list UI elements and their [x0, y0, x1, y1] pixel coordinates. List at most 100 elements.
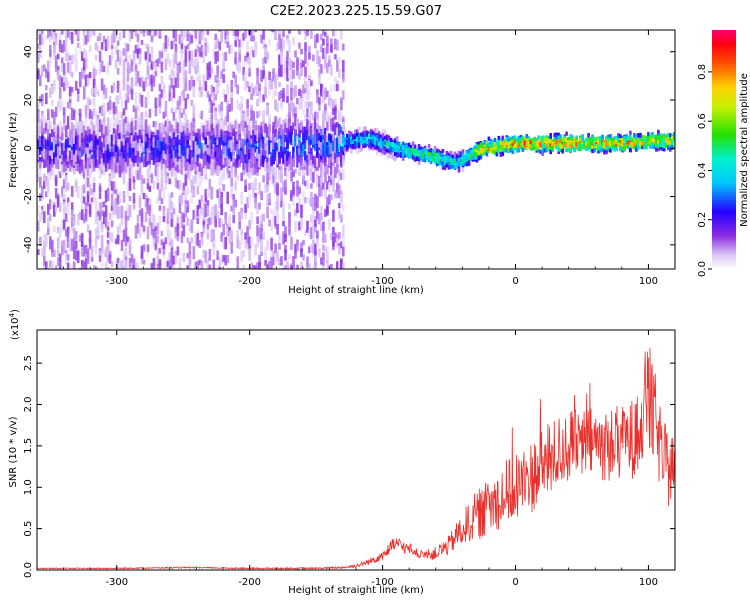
spectrogram-cell	[168, 260, 172, 269]
spectrogram-cell	[62, 63, 66, 75]
spectrogram-cell	[116, 257, 120, 264]
spectrogram-cell	[316, 50, 319, 64]
spectrogram-cell	[226, 84, 229, 95]
spectrogram-cell	[128, 132, 132, 144]
spectrogram-cell	[39, 30, 42, 35]
spectrogram-cell	[166, 225, 170, 235]
spectrogram-cell	[220, 124, 223, 130]
spectrogram-cell	[116, 263, 120, 269]
spectrogram-cell	[485, 149, 489, 154]
spectrogram-cell	[463, 159, 467, 164]
spectrogram-cell	[324, 110, 327, 121]
spectrogram-cell	[381, 137, 385, 142]
spectrogram-cell	[401, 156, 405, 161]
spectrogram-cell	[210, 116, 214, 126]
spectrogram-cell	[230, 139, 233, 153]
spectrogram-cell	[70, 264, 74, 269]
spectrogram-cell	[74, 142, 78, 148]
spectrogram-cell	[356, 132, 359, 137]
spectrogram-cell	[296, 18, 299, 29]
spectrogram-cell	[360, 140, 363, 146]
spectrogram-cell	[373, 128, 377, 133]
spectrogram-cell	[194, 157, 198, 169]
spectrogram-cell	[92, 107, 96, 117]
spectrogram-cell	[210, 125, 214, 136]
spectrogram-cell	[312, 171, 315, 183]
spectrogram-cell	[272, 71, 275, 80]
spectrogram-cell	[106, 232, 110, 238]
spectrogram-cell	[202, 149, 206, 163]
spectrogram-cell	[144, 203, 148, 214]
spectrogram-cell	[246, 40, 249, 53]
spectrogram-cell	[72, 162, 76, 175]
spectrogram-cell	[338, 269, 341, 279]
spectrogram-cell	[375, 132, 379, 137]
spectrogram-cell	[373, 136, 377, 141]
spectrogram-cell	[557, 142, 560, 147]
spectrogram-cell	[148, 205, 152, 217]
spectrogram-cell	[286, 160, 289, 167]
spectrogram-cell	[56, 169, 60, 177]
spectrogram-cell	[555, 140, 558, 145]
spectrogram-cell	[230, 177, 233, 187]
spectrogram-cell	[226, 130, 229, 141]
spectrogram-cell	[208, 264, 212, 269]
spectrogram-cell	[80, 159, 84, 173]
spectrogram-cell	[296, 62, 299, 76]
spectrogram-cell	[226, 30, 229, 32]
spectrogram-cell	[216, 126, 219, 140]
spectrogram-cell	[274, 116, 277, 127]
spectrogram-cell	[118, 124, 122, 133]
spectrogram-cell	[66, 160, 70, 168]
spectrogram-cell	[308, 80, 311, 91]
spectrogram-cell	[326, 181, 329, 190]
spectrogram-cell	[100, 247, 104, 254]
spectrogram-cell	[172, 59, 176, 69]
spectrogram-cell	[318, 153, 321, 160]
spectrogram-cell	[66, 152, 70, 162]
spectrogram-cell	[43, 147, 46, 159]
spectrogram-cell	[158, 247, 162, 254]
spectrogram-cell	[82, 261, 86, 269]
spectrogram-cell	[104, 155, 108, 169]
spectrogram-cell	[210, 141, 214, 155]
spectrogram-cell	[54, 126, 58, 136]
spectrogram-cell	[368, 134, 371, 139]
spectrogram-cell	[128, 257, 132, 268]
spectrogram-cell	[98, 61, 102, 75]
spectrogram-cell	[316, 158, 319, 167]
spectrogram-cell	[549, 149, 552, 155]
spectrogram-cell	[58, 253, 62, 261]
spectrogram-cell	[102, 84, 106, 95]
spectrogram-cell	[116, 226, 120, 234]
spectrogram-cell	[537, 148, 540, 153]
spectrogram-cell	[192, 30, 196, 33]
spectrogram-cell	[264, 246, 267, 255]
spectrogram-cell	[240, 191, 243, 205]
spectrogram-cell	[312, 54, 315, 62]
spectrogram-cell	[134, 45, 138, 54]
spectrogram-cell	[527, 144, 531, 149]
spectrogram-cell	[364, 130, 367, 135]
spectrogram-cell	[98, 192, 102, 199]
spectrogram-cell	[399, 146, 403, 151]
spectrogram-cell	[96, 90, 100, 97]
spectrogram-cell	[429, 148, 433, 153]
spectrogram-cell	[238, 128, 241, 134]
spectrogram-cell	[280, 195, 283, 201]
spectrogram-cell	[98, 168, 102, 179]
spectrogram-cell	[495, 152, 499, 157]
spectrogram-cell	[294, 208, 297, 217]
spectrogram-cell	[110, 85, 114, 94]
spectrogram-cell	[186, 186, 190, 195]
spectrogram-cell	[74, 231, 78, 240]
spectrogram-cell	[208, 131, 212, 141]
spectrogram-cell	[218, 41, 221, 51]
spectrogram-cell	[166, 154, 170, 168]
spectrogram-cell	[300, 70, 303, 77]
spectrogram-cell	[176, 234, 180, 242]
spectrogram-cell	[112, 162, 116, 173]
spectrogram-cell	[308, 110, 311, 121]
spectrogram-cell	[178, 96, 182, 106]
spectrogram-cell	[306, 130, 309, 141]
